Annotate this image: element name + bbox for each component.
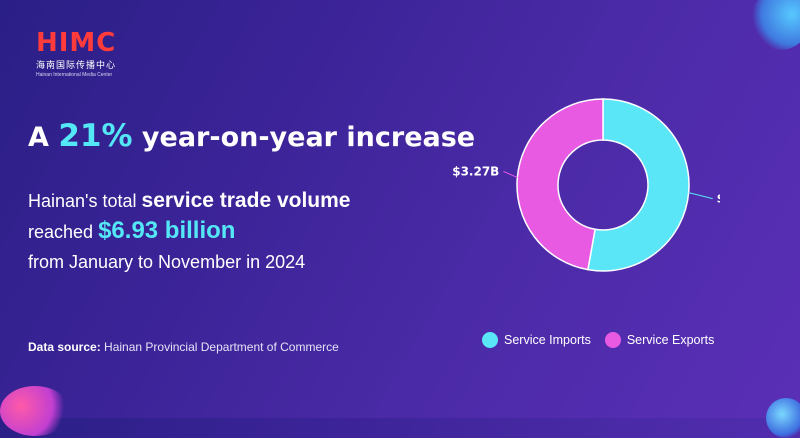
- logo-chinese-name: 海南国际传播中心: [36, 60, 117, 70]
- legend-item-imports: Service Imports: [482, 332, 591, 348]
- leader-line-imports: [688, 192, 713, 200]
- summary-line-3: from January to November in 2024: [28, 252, 306, 272]
- value-label-exports: $3.27B: [452, 164, 499, 178]
- summary-line-1: Hainan's total service trade volume: [28, 186, 350, 216]
- himc-logo: HIMC 海南国际传播中心 Hainan International Media…: [36, 30, 116, 78]
- data-source: Data source: Hainan Provincial Departmen…: [28, 340, 339, 354]
- legend-swatch-exports: [604, 332, 621, 348]
- legend-swatch-imports: [482, 332, 498, 348]
- summary-line-2: reached $6.93 billion: [28, 216, 350, 247]
- total-volume-value: $6.93 billion: [98, 217, 236, 244]
- data-source-label: Data source:: [28, 340, 101, 354]
- value-label-imports: $3.66B: [717, 192, 720, 206]
- headline-prefix: A: [28, 122, 49, 153]
- decorative-glow-bottom-left: [0, 386, 70, 436]
- summary-line-1-strong: service trade volume: [141, 189, 351, 212]
- data-source-text: Hainan Provincial Department of Commerce: [104, 340, 339, 354]
- legend-item-exports: Service Exports: [604, 332, 715, 348]
- logo-mark: HIMC: [36, 28, 117, 58]
- headline-percent: 21%: [58, 118, 133, 154]
- decorative-glow-bottom-right: [766, 398, 800, 438]
- donut-chart: $3.66B $3.27B: [452, 98, 720, 272]
- decorative-glow-top-right: [750, 0, 800, 50]
- legend-label-exports: Service Exports: [626, 333, 715, 347]
- leader-line-exports: [503, 170, 518, 178]
- summary-line-1-prefix: Hainan's total: [28, 191, 137, 211]
- summary-line-2-prefix: reached: [28, 222, 94, 242]
- headline: A 21% year-on-year increase: [28, 118, 475, 154]
- chart-legend: Service Imports Service Exports: [482, 332, 728, 348]
- summary-text: Hainan's total service trade volume reac…: [28, 186, 350, 277]
- legend-label-imports: Service Imports: [504, 333, 591, 347]
- donut-slice-exports: [516, 98, 604, 271]
- donut-slice-imports: [587, 98, 690, 272]
- logo-english-name: Hainan International Media Center: [36, 72, 113, 78]
- headline-suffix: year-on-year increase: [141, 122, 476, 153]
